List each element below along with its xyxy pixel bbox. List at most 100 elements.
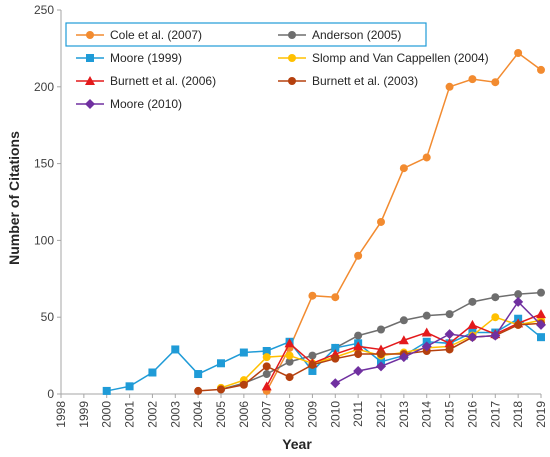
legend-item-0: Cole et al. (2007): [76, 28, 202, 42]
y-tick-label: 150: [34, 157, 54, 171]
legend-item-3: Slomp and Van Cappellen (2004): [278, 51, 489, 65]
data-point: [148, 368, 157, 377]
legend-label: Burnett et al. (2003): [312, 74, 418, 88]
data-point: [421, 341, 432, 352]
data-point: [537, 288, 545, 297]
data-point: [308, 360, 317, 369]
data-point: [377, 350, 385, 359]
data-point: [376, 361, 386, 372]
data-point: [171, 345, 180, 354]
data-point: [194, 386, 203, 395]
x-tick-label: 2004: [191, 401, 205, 428]
data-point: [262, 353, 271, 362]
x-tick-label: 2006: [237, 401, 251, 428]
x-tick-label: 2018: [511, 401, 525, 428]
data-point: [353, 341, 364, 351]
legend-item-2: Moore (1999): [76, 51, 182, 65]
data-point: [514, 290, 523, 299]
x-tick-label: 2003: [168, 401, 182, 428]
data-point: [445, 310, 454, 319]
y-tick-label: 0: [47, 387, 54, 401]
data-point: [261, 381, 272, 391]
legend-item-5: Burnett et al. (2003): [278, 74, 418, 88]
data-point: [262, 362, 271, 371]
x-tick-label: 1998: [54, 401, 68, 428]
legend-item-6: Moore (2010): [76, 97, 182, 111]
data-point: [331, 354, 340, 363]
legend-swatch-marker: [288, 77, 296, 85]
x-axis-title: Year: [282, 436, 312, 452]
x-tick-label: 2007: [260, 401, 274, 428]
data-point: [398, 352, 409, 363]
data-point: [194, 370, 203, 379]
x-tick-label: 2019: [534, 401, 548, 428]
data-point: [491, 313, 500, 322]
data-point: [354, 251, 363, 260]
x-tick-label: 1999: [77, 401, 91, 428]
data-point: [422, 153, 431, 162]
y-tick-label: 50: [41, 310, 55, 324]
legend: Cole et al. (2007) Anderson (2005) Moore (…: [65, 22, 489, 111]
data-point: [217, 385, 225, 394]
x-tick-label: 2015: [443, 401, 457, 428]
x-tick-label: 2009: [305, 401, 319, 428]
legend-label: Cole et al. (2007): [110, 28, 202, 42]
data-point: [353, 365, 364, 376]
x-tick-label: 2010: [328, 401, 342, 428]
data-point: [536, 309, 546, 319]
x-tick-label: 2014: [420, 401, 434, 428]
series-1: [217, 288, 545, 394]
legend-label: Anderson (2005): [312, 28, 401, 42]
series-line: [334, 300, 542, 384]
x-tick-label: 2011: [351, 401, 365, 427]
y-axis-title: Number of Citations: [6, 131, 22, 265]
series-line: [198, 322, 542, 392]
data-point: [422, 311, 431, 320]
data-point: [308, 291, 317, 300]
data-point: [467, 319, 478, 329]
data-point: [285, 373, 294, 382]
x-tick-label: 2005: [214, 401, 228, 428]
series-6: [330, 296, 546, 389]
legend-swatch-marker: [86, 31, 94, 39]
data-point: [285, 357, 294, 366]
data-point: [377, 217, 385, 226]
data-point: [308, 351, 317, 360]
data-point: [399, 316, 408, 325]
legend-item-1: Anderson (2005): [278, 28, 401, 42]
data-point: [445, 82, 454, 91]
data-point: [239, 380, 248, 389]
x-tick-label: 2002: [145, 401, 159, 428]
data-point: [354, 331, 363, 340]
x-tick-label: 2001: [123, 401, 137, 428]
data-point: [262, 370, 271, 379]
legend-item-4: Burnett et al. (2006): [76, 74, 216, 88]
legend-label: Moore (1999): [110, 51, 182, 65]
data-point: [537, 65, 545, 74]
data-point: [513, 296, 524, 307]
y-tick-label: 250: [34, 3, 54, 17]
data-point: [445, 345, 454, 354]
data-point: [398, 335, 409, 345]
data-point: [331, 343, 340, 352]
x-tick-label: 2017: [488, 401, 502, 428]
data-point: [285, 351, 294, 360]
data-point: [537, 333, 545, 342]
data-point: [308, 366, 317, 375]
legend-swatch-marker: [86, 54, 94, 62]
y-tick-label: 200: [34, 80, 54, 94]
legend-highlight-box: [65, 22, 427, 47]
data-point: [514, 49, 523, 58]
x-tick-label: 2008: [283, 401, 297, 428]
data-point: [421, 327, 432, 337]
data-point: [444, 338, 455, 348]
x-tick-label: 2000: [100, 401, 114, 428]
data-point: [536, 319, 546, 330]
x-tick-label: 2012: [374, 401, 388, 428]
y-tick-label: 100: [34, 233, 54, 247]
data-point: [399, 164, 408, 173]
data-point: [514, 320, 523, 329]
data-point: [125, 382, 134, 391]
legend-swatch-marker: [85, 76, 95, 85]
